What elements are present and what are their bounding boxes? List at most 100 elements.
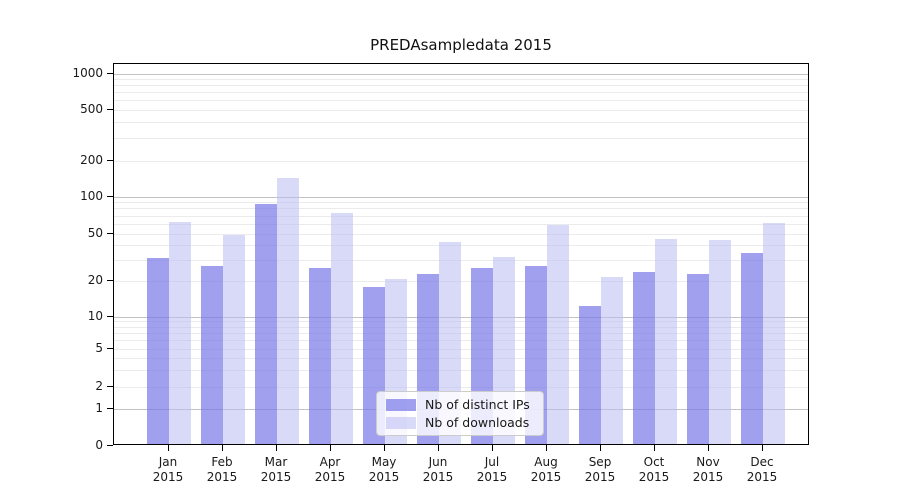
x-tick-mark-feb xyxy=(221,445,223,451)
gridline-40 xyxy=(114,244,808,246)
y-tick-mark-1000 xyxy=(107,72,113,74)
gridline-400 xyxy=(114,121,808,123)
bar-apr-distinct-ips xyxy=(309,267,331,444)
bar-dec-downloads xyxy=(763,223,785,444)
gridline-900 xyxy=(114,78,808,80)
y-tick-label-50: 50 xyxy=(87,226,103,240)
legend-swatch-distinct-ips xyxy=(386,398,416,411)
x-tick-mark-nov xyxy=(707,445,709,451)
bar-sep-downloads xyxy=(601,276,623,444)
y-tick-mark-1 xyxy=(107,407,113,409)
y-tick-mark-200 xyxy=(107,159,113,161)
x-tick-mark-sep xyxy=(599,445,601,451)
month-name: Apr xyxy=(319,455,341,469)
bar-apr-downloads xyxy=(331,212,353,444)
bar-nov-distinct-ips xyxy=(687,274,709,444)
legend-label-downloads: Nb of downloads xyxy=(425,415,530,430)
y-tick-label-1: 1 xyxy=(95,401,103,415)
bar-mar-downloads xyxy=(277,177,299,444)
gridline-600 xyxy=(114,100,808,102)
gridline-5 xyxy=(114,348,808,350)
bar-sep-distinct-ips xyxy=(579,305,601,444)
y-tick-mark-100 xyxy=(107,195,113,197)
x-tick-label-apr: Apr 2015 xyxy=(303,455,357,485)
y-tick-label-2: 2 xyxy=(95,379,103,393)
bar-jan-distinct-ips xyxy=(147,258,169,444)
month-year: 2015 xyxy=(692,470,724,484)
y-tick-mark-20 xyxy=(107,279,113,281)
x-tick-label-nov: Nov 2015 xyxy=(681,455,735,485)
month-name: Nov xyxy=(696,455,720,469)
month-year: 2015 xyxy=(368,470,400,484)
chart-title: PREDAsampledata 2015 xyxy=(370,36,552,54)
y-tick-mark-2 xyxy=(107,385,113,387)
y-tick-mark-50 xyxy=(107,232,113,234)
x-tick-mark-jun xyxy=(437,445,439,451)
legend-item-distinct-ips: Nb of distinct IPs xyxy=(386,397,535,412)
gridline-80 xyxy=(114,208,808,210)
x-tick-label-mar: Mar 2015 xyxy=(249,455,303,485)
x-tick-mark-jul xyxy=(491,445,493,451)
gridline-10 xyxy=(114,316,808,318)
gridline-90 xyxy=(114,202,808,204)
x-tick-mark-dec xyxy=(761,445,763,451)
x-tick-label-jan: Jan 2015 xyxy=(141,455,195,485)
month-year: 2015 xyxy=(422,470,454,484)
x-tick-mark-jan xyxy=(167,445,169,451)
x-tick-label-aug: Aug 2015 xyxy=(519,455,573,485)
gridline-800 xyxy=(114,85,808,87)
gridline-100 xyxy=(114,196,808,198)
y-tick-label-10: 10 xyxy=(87,309,103,323)
gridline-300 xyxy=(114,137,808,139)
gridline-4 xyxy=(114,357,808,359)
month-name: Mar xyxy=(264,455,288,469)
legend: Nb of distinct IPs Nb of downloads xyxy=(376,391,544,436)
y-tick-label-200: 200 xyxy=(80,153,103,167)
legend-label-distinct-ips: Nb of distinct IPs xyxy=(425,397,530,412)
y-tick-mark-10 xyxy=(107,315,113,317)
gridline-8 xyxy=(114,326,808,328)
y-tick-label-0: 0 xyxy=(95,438,103,452)
y-tick-mark-0 xyxy=(107,444,113,446)
bar-dec-distinct-ips xyxy=(741,253,763,444)
month-name: Oct xyxy=(643,455,665,469)
month-name: Aug xyxy=(534,455,558,469)
gridline-2 xyxy=(114,386,808,388)
y-tick-label-20: 20 xyxy=(87,273,103,287)
month-name: Sep xyxy=(588,455,612,469)
y-tick-mark-500 xyxy=(107,108,113,110)
month-year: 2015 xyxy=(314,470,346,484)
month-year: 2015 xyxy=(746,470,778,484)
x-tick-label-oct: Oct 2015 xyxy=(627,455,681,485)
x-tick-mark-mar xyxy=(275,445,277,451)
gridline-7 xyxy=(114,332,808,334)
month-name: Dec xyxy=(750,455,774,469)
gridline-70 xyxy=(114,215,808,217)
legend-swatch-downloads xyxy=(386,416,416,429)
bar-feb-distinct-ips xyxy=(201,265,223,444)
gridline-9 xyxy=(114,321,808,323)
gridline-500 xyxy=(114,109,808,111)
gridline-6 xyxy=(114,340,808,342)
x-tick-label-feb: Feb 2015 xyxy=(195,455,249,485)
x-tick-label-dec: Dec 2015 xyxy=(735,455,789,485)
gridline-1000 xyxy=(114,73,808,75)
y-tick-mark-5 xyxy=(107,347,113,349)
bar-jan-downloads xyxy=(169,222,191,444)
bar-oct-distinct-ips xyxy=(633,271,655,444)
y-tick-label-1000: 1000 xyxy=(72,66,103,80)
x-tick-mark-oct xyxy=(653,445,655,451)
month-year: 2015 xyxy=(476,470,508,484)
x-tick-mark-apr xyxy=(329,445,331,451)
gridline-700 xyxy=(114,92,808,94)
gridline-50 xyxy=(114,233,808,235)
x-tick-label-jun: Jun 2015 xyxy=(411,455,465,485)
month-name: Jan xyxy=(158,455,178,469)
month-name: Feb xyxy=(211,455,233,469)
y-tick-label-100: 100 xyxy=(80,189,103,203)
gridline-60 xyxy=(114,223,808,225)
x-tick-mark-may xyxy=(383,445,385,451)
month-year: 2015 xyxy=(260,470,292,484)
gridline-200 xyxy=(114,160,808,162)
x-tick-label-sep: Sep 2015 xyxy=(573,455,627,485)
